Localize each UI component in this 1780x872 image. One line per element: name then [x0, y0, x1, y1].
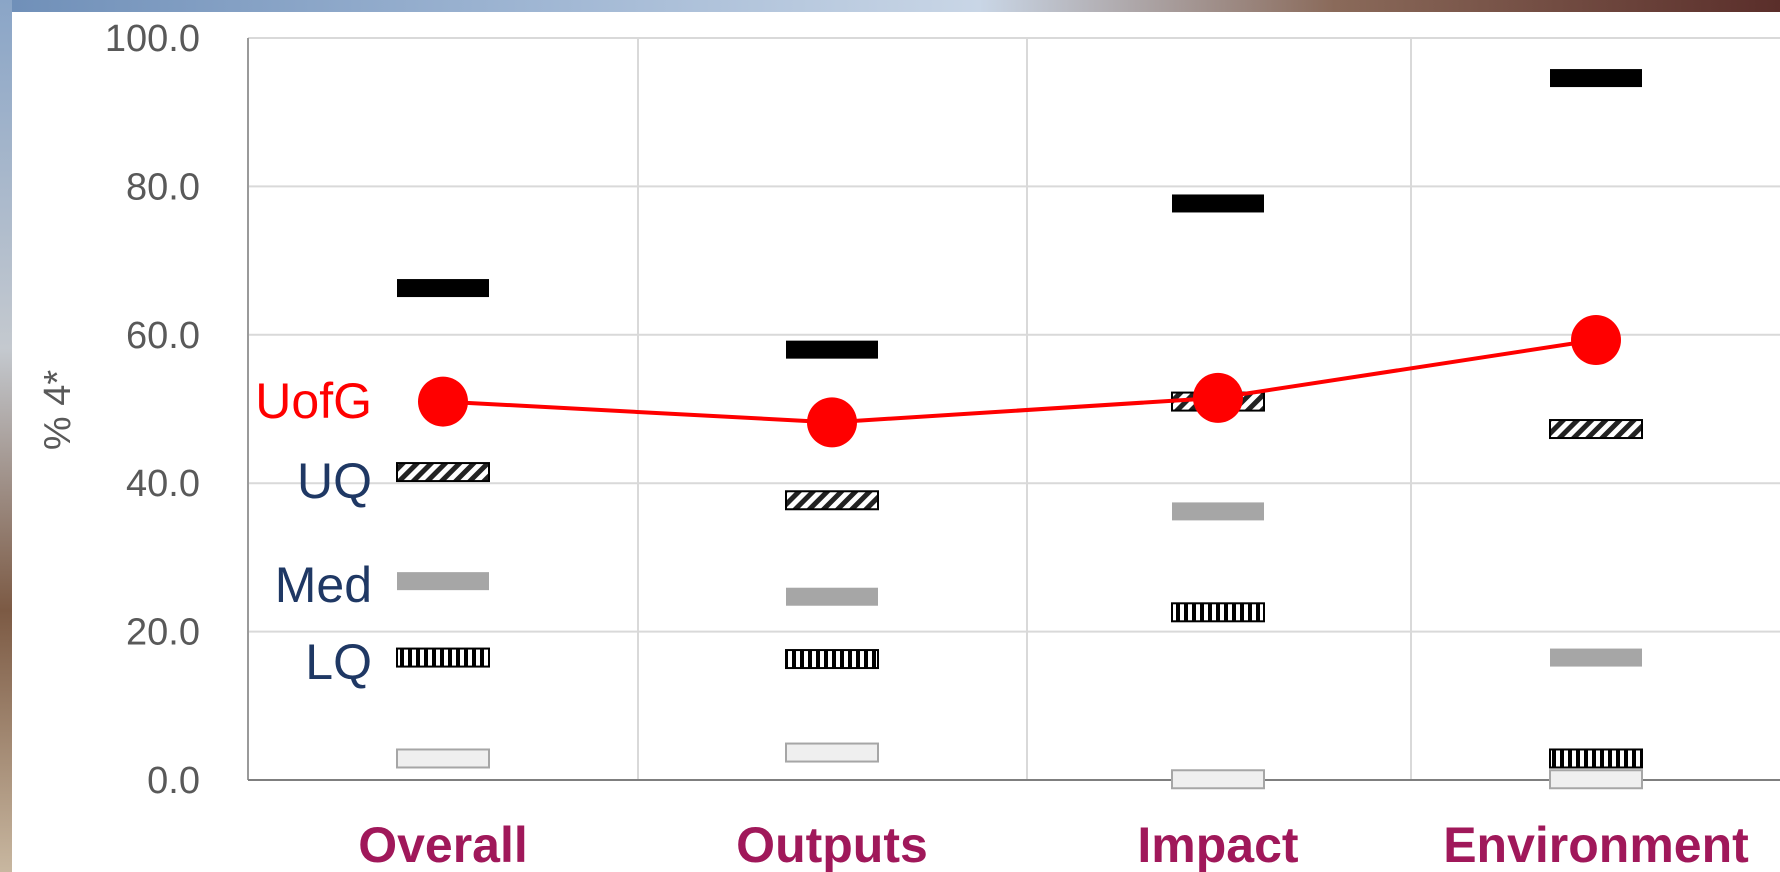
- y-tick-label: 0.0: [147, 760, 200, 802]
- striped-bar-marker: [1549, 748, 1643, 769]
- gray-bar-marker: [1172, 502, 1264, 521]
- gray-bar-marker: [1550, 648, 1642, 667]
- chart-panel: [12, 12, 1780, 872]
- x-axis: Overall Outputs Impact Environment: [358, 817, 1749, 872]
- uofg-point: [1193, 372, 1243, 423]
- black-bar-marker: [1172, 194, 1264, 213]
- y-tick-label: 60.0: [126, 315, 200, 357]
- gray-bar-marker: [397, 572, 489, 591]
- x-category-label: Overall: [358, 817, 528, 872]
- light-bar-marker: [1549, 769, 1643, 790]
- series-label: UQ: [297, 453, 372, 509]
- striped-bar-marker: [785, 649, 879, 670]
- y-tick-label: 40.0: [126, 463, 200, 505]
- background-photo-strip-left: [0, 0, 12, 872]
- gray-bar-marker: [786, 587, 878, 606]
- light-bar-marker: [1171, 769, 1265, 790]
- y-tick-label: 20.0: [126, 612, 200, 654]
- y-axis-label: % 4*: [37, 370, 79, 450]
- light-bar-marker: [396, 748, 490, 769]
- grid: [247, 37, 1780, 781]
- black-bar-marker: [1550, 69, 1642, 88]
- hatched-bar-marker: [785, 490, 879, 511]
- hatched-bar-marker: [396, 462, 490, 483]
- striped-bar-marker: [1171, 602, 1265, 623]
- black-bar-marker: [786, 340, 878, 359]
- y-tick-label: 100.0: [105, 18, 200, 60]
- background-photo-strip-top: [0, 0, 1780, 12]
- x-category-label: Outputs: [736, 817, 928, 872]
- black-bar-marker: [397, 279, 489, 298]
- uofg-line: [442, 338, 1597, 425]
- x-category-label: Environment: [1443, 817, 1749, 872]
- series-label: LQ: [305, 634, 372, 690]
- striped-bar-marker: [396, 647, 490, 668]
- series-labels: UofG UQ Med LQ: [255, 373, 372, 690]
- hatched-bar-marker: [1549, 419, 1643, 440]
- uofg-point: [1571, 314, 1621, 365]
- series-label: UofG: [255, 373, 372, 429]
- uofg-point: [418, 376, 468, 427]
- plot-area: [396, 69, 1643, 790]
- uofg-point: [807, 397, 857, 448]
- series-label: Med: [275, 557, 372, 613]
- x-category-label: Impact: [1137, 817, 1299, 872]
- y-tick-label: 80.0: [126, 166, 200, 208]
- y-axis: 0.0 20.0 40.0 60.0 80.0 100.0 % 4*: [37, 18, 200, 802]
- light-bar-marker: [785, 742, 879, 763]
